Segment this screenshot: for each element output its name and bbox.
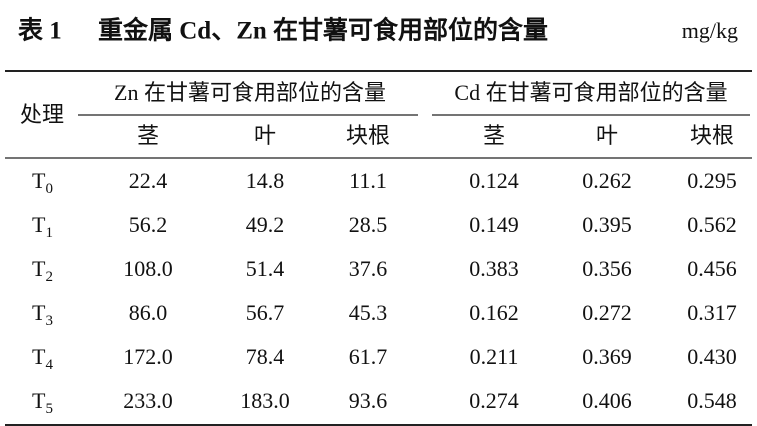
- cell: 61.7: [349, 344, 388, 369]
- cell: 78.4: [246, 344, 285, 369]
- cell: 28.5: [349, 212, 388, 237]
- treatment-label: T0: [32, 168, 53, 197]
- cell: 49.2: [246, 212, 285, 237]
- cell: 108.0: [123, 256, 173, 281]
- group-header: Zn 在甘薯可食用部位的含量: [114, 80, 386, 105]
- cell: 0.149: [469, 212, 519, 237]
- cell: 56.7: [246, 300, 285, 325]
- cell: 0.383: [469, 256, 519, 281]
- unit: mg/kg: [682, 18, 738, 43]
- cell: 86.0: [129, 300, 168, 325]
- cell: 0.272: [582, 300, 632, 325]
- column-header: 叶: [254, 123, 276, 148]
- cell: 37.6: [349, 256, 388, 281]
- cell: 0.356: [582, 256, 632, 281]
- treatment-subscript: 1: [45, 225, 53, 241]
- treatment-label: T3: [32, 300, 53, 329]
- column-header: 茎: [137, 123, 159, 148]
- group-header: Cd 在甘薯可食用部位的含量: [454, 80, 727, 105]
- cell: 0.317: [687, 300, 737, 325]
- cell: 0.124: [469, 168, 519, 193]
- cell: 93.6: [349, 388, 388, 413]
- treatment-subscript: 0: [45, 181, 53, 197]
- treatment-label: T1: [32, 212, 53, 241]
- cell: 0.369: [582, 344, 632, 369]
- cell: 183.0: [240, 388, 290, 413]
- treatment-subscript: 4: [45, 357, 53, 373]
- treatment-letter: T: [32, 344, 46, 369]
- table-label: 表 1: [18, 17, 62, 45]
- column-header: 茎: [483, 123, 505, 148]
- treatment-letter: T: [32, 300, 46, 325]
- column-header: 块根: [690, 123, 734, 148]
- cell: 0.456: [687, 256, 737, 281]
- column-header: 叶: [596, 123, 618, 148]
- treatment-letter: T: [32, 256, 46, 281]
- table-title: 重金属 Cd、Zn 在甘薯可食用部位的含量: [98, 16, 548, 45]
- column-header: 块根: [346, 123, 390, 148]
- cell: 0.406: [582, 388, 632, 413]
- treatment-label: T5: [32, 388, 53, 417]
- cell: 0.295: [687, 168, 737, 193]
- cell: 0.162: [469, 300, 519, 325]
- cell: 22.4: [129, 168, 168, 193]
- cell: 0.430: [687, 344, 737, 369]
- cell: 14.8: [246, 168, 285, 193]
- cell: 0.274: [469, 388, 519, 413]
- cell: 0.211: [470, 344, 519, 369]
- treatment-subscript: 5: [45, 401, 53, 417]
- treatment-subscript: 3: [45, 313, 53, 329]
- cell: 0.562: [687, 212, 737, 237]
- cell: 0.262: [582, 168, 632, 193]
- treatment-letter: T: [32, 168, 46, 193]
- cell: 0.395: [582, 212, 632, 237]
- treatment-letter: T: [32, 388, 46, 413]
- treatment-subscript: 2: [45, 269, 53, 285]
- treatment-label: T2: [32, 256, 53, 285]
- cell: 51.4: [246, 256, 285, 281]
- cell: 11.1: [349, 168, 387, 193]
- cell: 0.548: [687, 388, 737, 413]
- cell: 45.3: [349, 300, 388, 325]
- treatment-letter: T: [32, 212, 46, 237]
- treatment-label: T4: [32, 344, 53, 373]
- cell: 172.0: [123, 344, 173, 369]
- cell: 56.2: [129, 212, 168, 237]
- row-header: 处理: [20, 102, 64, 127]
- cell: 233.0: [123, 388, 173, 413]
